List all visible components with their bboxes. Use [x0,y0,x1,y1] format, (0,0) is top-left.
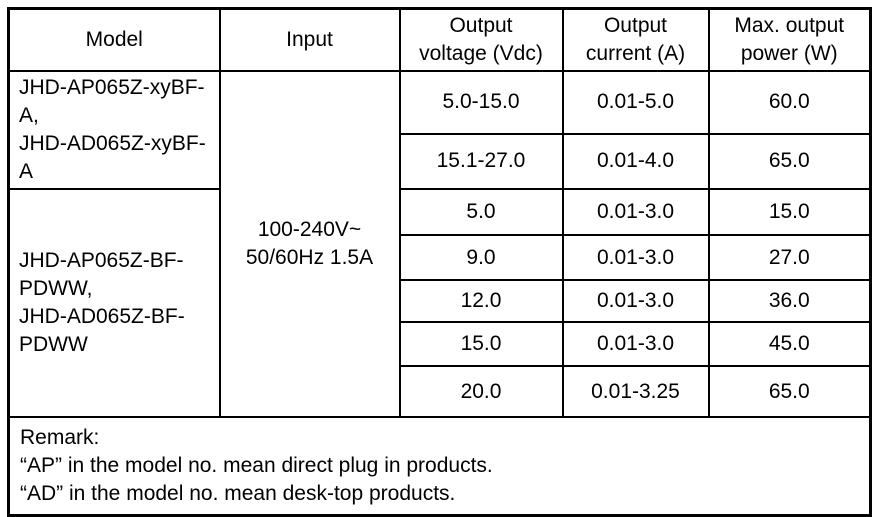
remark-cell: Remark: “AP” in the model no. mean direc… [7,416,872,517]
voltage-cell-7: 20.0 [398,365,564,418]
current-cell-3: 0.01-3.0 [561,188,710,236]
current-cell-7: 0.01-3.25 [561,365,710,418]
model-group-2-cell: JHD-AP065Z-BF-PDWW, JHD-AD065Z-BF-PDWW [7,188,221,418]
header-max-output-power: Max. output power (W) [707,7,872,72]
table-row-3: JHD-AP065Z-BF-PDWW, JHD-AD065Z-BF-PDWW 5… [7,188,872,418]
current-cell-1: 0.01-5.0 [561,70,710,135]
header-output-voltage: Output voltage (Vdc) [398,7,564,72]
power-cell-6: 45.0 [707,321,872,367]
power-cell-5: 36.0 [707,279,872,323]
header-input: Input [218,7,401,72]
table-row-1: JHD-AP065Z-xyBF-A, JHD-AD065Z-xyBF-A 100… [7,70,872,418]
voltage-cell-3: 5.0 [398,188,564,236]
power-cell-2: 65.0 [707,132,872,191]
header-output-current: Output current (A) [561,7,710,72]
power-cell-1: 60.0 [707,70,872,135]
power-cell-7: 65.0 [707,365,872,418]
voltage-cell-5: 12.0 [398,279,564,323]
table-row-6: 15.0 0.01-3.0 45.0 [9,321,872,367]
current-cell-4: 0.01-3.0 [561,234,710,281]
current-cell-5: 0.01-3.0 [561,279,710,323]
table-row-7: 20.0 0.01-3.25 65.0 [9,365,872,418]
table-remark-row: Remark: “AP” in the model no. mean direc… [7,416,872,517]
power-cell-4: 27.0 [707,234,872,281]
table-header-row: Model Input Output voltage (Vdc) Output … [7,7,872,72]
current-cell-2: 0.01-4.0 [561,132,710,191]
table-row-4: 9.0 0.01-3.0 27.0 [9,234,872,281]
header-model: Model [7,7,221,72]
model-group-1-cell: JHD-AP065Z-xyBF-A, JHD-AD065Z-xyBF-A [7,70,221,190]
input-value-cell: 100-240V~ 50/60Hz 1.5A [218,70,401,418]
voltage-cell-2: 15.1-27.0 [398,132,564,191]
voltage-cell-4: 9.0 [398,234,564,281]
voltage-cell-6: 15.0 [398,321,564,367]
table-row-2: 15.1-27.0 0.01-4.0 65.0 [9,132,872,191]
table-row-5: 12.0 0.01-3.0 36.0 [9,279,872,323]
power-cell-3: 15.0 [707,188,872,236]
document-page: Model Input Output voltage (Vdc) Output … [7,7,872,517]
power-spec-table: Model Input Output voltage (Vdc) Output … [7,7,872,517]
voltage-cell-1: 5.0-15.0 [398,70,564,135]
current-cell-6: 0.01-3.0 [561,321,710,367]
